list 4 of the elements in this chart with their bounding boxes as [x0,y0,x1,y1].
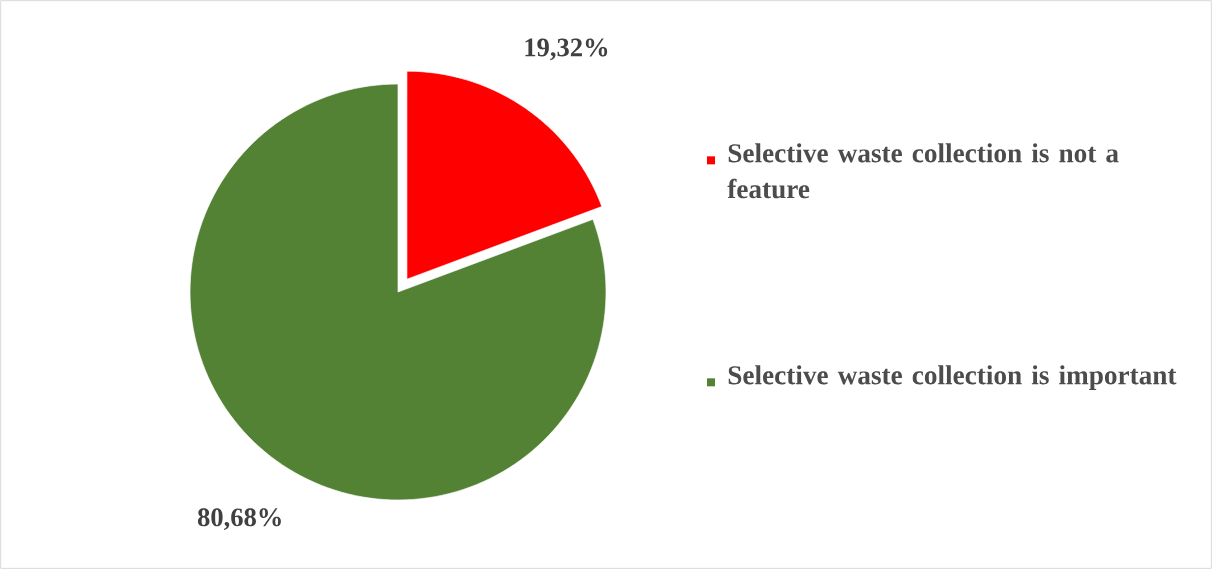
data-label: 80,68% [197,508,281,531]
data-label: 19,32% [525,38,608,61]
legend-label: Selective waste collection is not a feature [727,143,1119,199]
legend-label: Selective waste collection is important [728,365,1177,390]
